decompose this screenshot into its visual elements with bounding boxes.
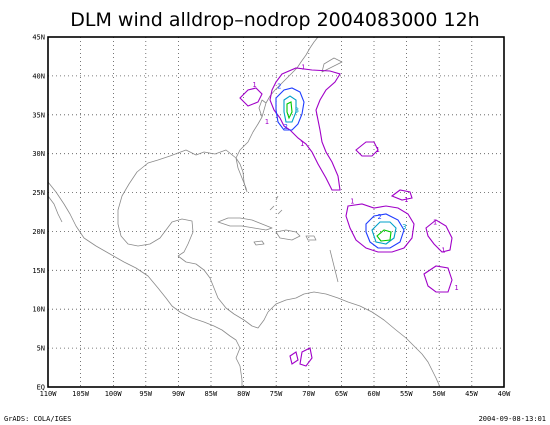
contour-level-2	[275, 87, 305, 131]
mexico-pacific	[47, 181, 243, 387]
x-tick-label: 80W	[237, 390, 250, 398]
contour-label-n3b: 3	[402, 223, 406, 231]
x-tick-label: 60W	[367, 390, 380, 398]
hispaniola	[275, 229, 301, 241]
contour-label-n1j: 1	[454, 284, 458, 292]
y-tick-label: 40N	[32, 72, 45, 80]
x-tick-label: 55W	[400, 390, 413, 398]
contour-system-southeast	[289, 141, 453, 367]
x-tick-label: 65W	[335, 390, 348, 398]
contour-labels: 1 1 1 1 1 1 1 1 1 1 2 2 2 3 3	[252, 64, 458, 292]
y-tick-label: 10N	[32, 306, 45, 314]
x-tick-label: 40W	[498, 390, 511, 398]
x-tick-label: 95W	[139, 390, 152, 398]
x-tick-label: 110W	[40, 390, 58, 398]
contour-level-4	[376, 229, 392, 242]
south-america-north	[267, 291, 441, 388]
x-tick-label: 105W	[72, 390, 90, 398]
x-tick-label: 70W	[302, 390, 315, 398]
y-tick-label: 35N	[32, 111, 45, 119]
contour-level-1-isle2	[390, 189, 413, 201]
y-tick-label: 30N	[32, 150, 45, 158]
y-tick-label: 45N	[32, 34, 45, 42]
contour-level-2	[365, 213, 405, 249]
contour-level-1-south	[289, 347, 313, 367]
x-axis-ticks: 110W 105W 100W 95W 90W 85W 80W 75W 70W 65W 60W 55W 5…	[40, 390, 512, 398]
x-tick-label: 90W	[172, 390, 185, 398]
jamaica	[253, 240, 265, 246]
plot-frame	[47, 36, 505, 388]
contour-level-1	[345, 203, 415, 253]
chesapeake	[258, 99, 267, 118]
bahamas	[269, 195, 283, 215]
contour-label-n1e: 1	[376, 146, 380, 154]
contour-level-1-se	[423, 265, 453, 293]
contour-label-n1i: 1	[441, 246, 445, 254]
contour-label-n1h: 1	[433, 218, 437, 226]
y-tick-label: 20N	[32, 228, 45, 236]
y-tick-label: EQ	[37, 384, 45, 392]
x-tick-label: 100W	[105, 390, 123, 398]
contour-level-1	[269, 67, 341, 191]
y-axis-ticks: EQ 5N 10N 15N 20N 25N 30N 35N 40N 45N	[32, 34, 45, 392]
central-america-east	[177, 255, 269, 329]
gulf-coast	[117, 149, 237, 257]
y-tick-label: 5N	[37, 345, 45, 353]
contour-label-n2b: 2	[284, 123, 288, 131]
contour-label-n1a: 1	[252, 81, 256, 89]
contour-level-1-isle	[355, 141, 379, 157]
x-tick-label: 75W	[270, 390, 283, 398]
contour-label-n3a: 3	[295, 106, 299, 114]
contour-level-3	[371, 221, 397, 245]
contour-label-n2c: 2	[377, 213, 381, 221]
contour-level-4	[286, 101, 293, 120]
x-tick-label: 85W	[205, 390, 218, 398]
contour-system-northwest	[239, 67, 341, 191]
contour-label-n1c: 1	[301, 64, 305, 72]
contour-label-n2a: 2	[277, 82, 281, 90]
lesser-antilles	[329, 249, 339, 283]
map-title: DLM wind alldrop–nodrop 2004083000 12h	[70, 9, 479, 31]
x-tick-label: 45W	[465, 390, 478, 398]
nova-scotia	[321, 57, 343, 73]
contour-label-n1f: 1	[350, 197, 354, 205]
x-tick-label: 50W	[433, 390, 446, 398]
y-tick-label: 15N	[32, 267, 45, 275]
contour-level-1-east	[425, 219, 453, 253]
cuba	[217, 217, 273, 231]
contour-label-n1b: 1	[265, 118, 269, 126]
baja	[47, 195, 63, 223]
footer-left: GrADS: COLA/IGES	[4, 415, 71, 423]
florida	[235, 157, 248, 193]
contour-level-3	[283, 95, 297, 123]
coastlines	[47, 36, 441, 388]
footer-right: 2004-09-08-13:01	[479, 415, 546, 423]
contour-label-n1d: 1	[300, 140, 304, 148]
y-tick-label: 25N	[32, 189, 45, 197]
puerto-rico	[305, 235, 317, 241]
contour-level-1-small	[239, 87, 263, 107]
contour-label-n1g: 1	[404, 196, 408, 204]
